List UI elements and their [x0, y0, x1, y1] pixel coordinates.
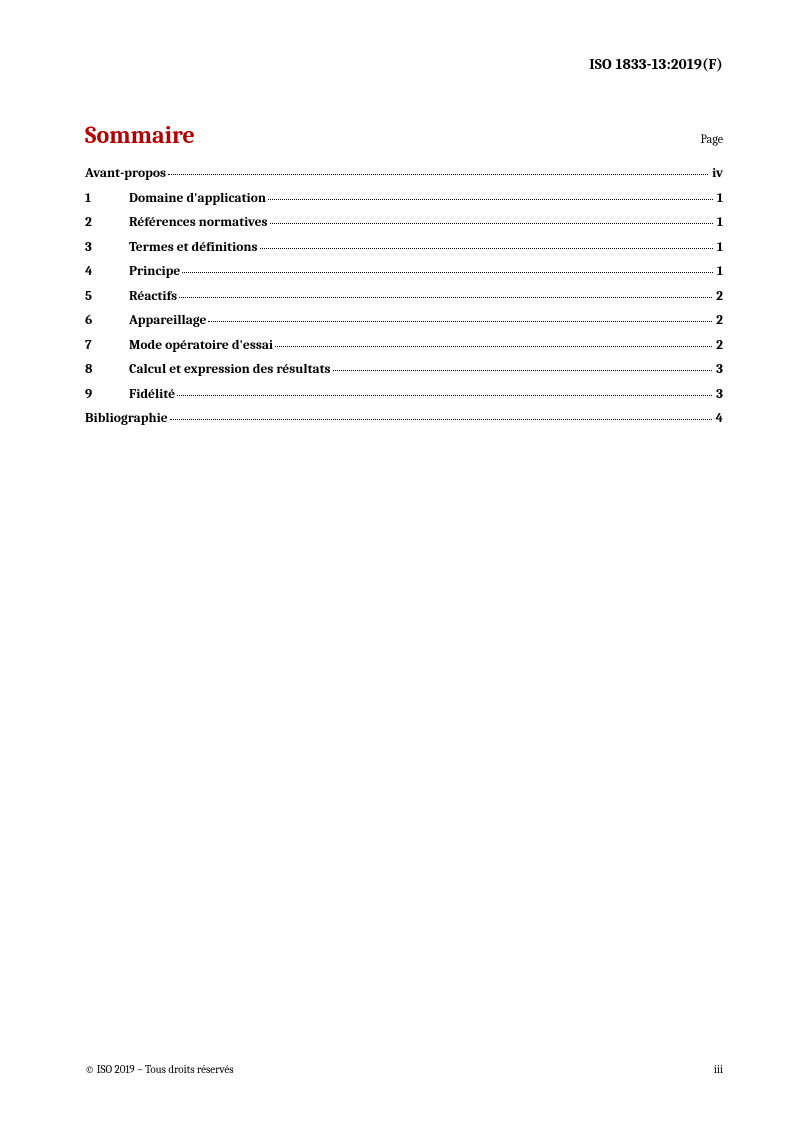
toc-entry-page: 3: [714, 363, 723, 377]
toc-leader-dots: [168, 174, 708, 175]
toc-entry-label: Calcul et expression des résultats: [129, 363, 331, 377]
toc-leader-dots: [177, 395, 712, 396]
toc-leader-dots: [260, 248, 713, 249]
toc-entry-page: 2: [714, 290, 723, 304]
toc-entry-label: Termes et définitions: [129, 241, 258, 255]
toc-entry-page: 1: [715, 265, 723, 279]
toc-leader-dots: [268, 199, 713, 200]
toc-entry-label: Avant-propos: [85, 167, 166, 181]
toc-entry-label: Réactifs: [129, 290, 177, 304]
toc-entry-page: 2: [714, 339, 723, 353]
toc-entry-number: 8: [85, 363, 129, 377]
toc-title-row: Sommaire Page: [85, 121, 723, 149]
page-footer: © ISO 2019 – Tous droits réservés iii: [85, 1063, 723, 1076]
toc-entry: 3Termes et définitions 1: [85, 241, 723, 255]
toc-entry-number: 9: [85, 388, 129, 402]
toc-entry-page: 3: [714, 388, 723, 402]
footer-copyright: © ISO 2019 – Tous droits réservés: [85, 1063, 234, 1076]
toc-entry-label: Mode opératoire d'essai: [129, 339, 273, 353]
toc-leader-dots: [275, 346, 712, 347]
toc-leader-dots: [270, 223, 713, 224]
toc-entry-label: Bibliographie: [85, 412, 168, 426]
toc-leader-dots: [179, 297, 712, 298]
toc-entry-label: Fidélité: [129, 388, 175, 402]
toc-entry-page: 2: [714, 314, 723, 328]
toc-entry-label: Appareillage: [129, 314, 206, 328]
toc-entry-label: Principe: [129, 265, 180, 279]
toc-entry: 4Principe 1: [85, 265, 723, 279]
toc-entry-number: 5: [85, 290, 129, 304]
toc-entry-page: iv: [710, 167, 723, 181]
toc-entry-page: 1: [715, 241, 723, 255]
toc-entry: 8Calcul et expression des résultats 3: [85, 363, 723, 377]
toc-entry: 2Références normatives 1: [85, 216, 723, 230]
toc-entry: 6Appareillage 2: [85, 314, 723, 328]
toc-entry: 1Domaine d'application1: [85, 192, 723, 206]
toc-leader-dots: [208, 321, 712, 322]
toc-leader-dots: [182, 272, 712, 273]
toc-entry-page: 1: [715, 216, 723, 230]
table-of-contents: Avant-proposiv1Domaine d'application12Ré…: [85, 167, 723, 426]
toc-entry-number: 7: [85, 339, 129, 353]
footer-page-number: iii: [714, 1063, 723, 1076]
toc-entry-number: 1: [85, 192, 129, 206]
toc-entry: 9Fidélité 3: [85, 388, 723, 402]
toc-entry-number: 3: [85, 241, 129, 255]
toc-title: Sommaire: [85, 121, 195, 149]
toc-entry: 5Réactifs 2: [85, 290, 723, 304]
document-code: ISO 1833-13:2019(F): [85, 55, 723, 73]
toc-entry-page: 1: [715, 192, 723, 206]
toc-entry: Bibliographie 4: [85, 412, 723, 426]
toc-entry-page: 4: [714, 412, 723, 426]
toc-entry-label: Références normatives: [129, 216, 268, 230]
toc-entry-number: 2: [85, 216, 129, 230]
toc-entry: Avant-propos iv: [85, 167, 723, 181]
toc-leader-dots: [333, 370, 713, 371]
toc-entry-label: Domaine d'application: [129, 192, 266, 206]
toc-entry-number: 6: [85, 314, 129, 328]
toc-entry-number: 4: [85, 265, 129, 279]
page: ISO 1833-13:2019(F) Sommaire Page Avant-…: [0, 0, 793, 1122]
toc-entry: 7Mode opératoire d'essai 2: [85, 339, 723, 353]
toc-page-label: Page: [701, 132, 723, 146]
toc-leader-dots: [170, 419, 712, 420]
